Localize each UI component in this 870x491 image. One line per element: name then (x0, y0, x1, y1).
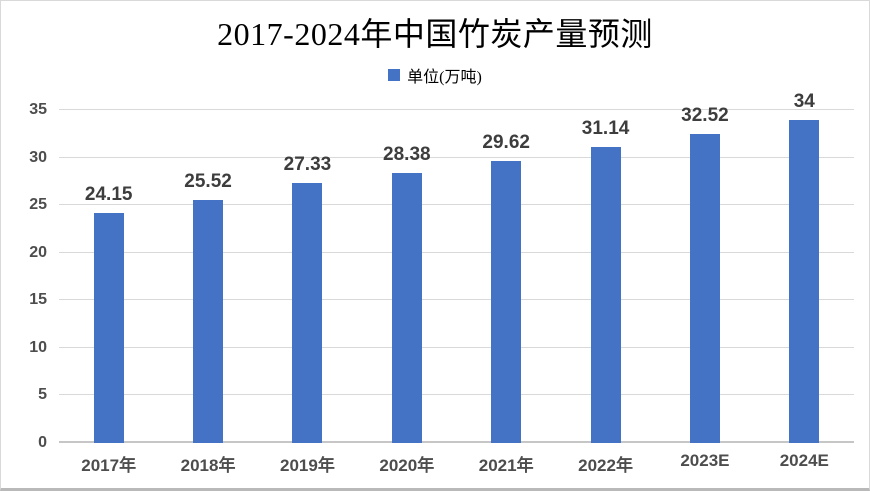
y-tick-label: 35 (29, 101, 47, 118)
value-label: 24.15 (84, 184, 133, 206)
gridline (59, 204, 854, 206)
value-label: 32.52 (681, 104, 729, 126)
x-tick-label: 2024E (779, 451, 829, 470)
bar-slot: 27.33 (258, 110, 357, 443)
gridline (59, 156, 854, 158)
x-tick-label: 2018年 (180, 456, 236, 475)
x-tick-label: 2019年 (280, 456, 335, 475)
bar (689, 133, 720, 443)
x-tick-label: 2022年 (578, 456, 633, 475)
y-tick-label: 25 (29, 196, 47, 214)
value-label: 31.14 (581, 117, 630, 139)
bar (590, 146, 621, 443)
y-tick-label: 15 (29, 291, 47, 309)
bar (391, 173, 422, 443)
bar (292, 182, 323, 443)
bar-slot: 25.52 (158, 110, 257, 443)
bar-slot: 32.52 (655, 105, 754, 443)
value-label: 28.38 (383, 144, 431, 165)
gridline (59, 251, 854, 253)
value-label: 34 (793, 90, 815, 112)
legend-label: 单位(万吨) (407, 69, 482, 86)
x-axis-labels: 2017年 2018年 2019年 2020年 2021年 2022年 2023E 2024E (59, 451, 854, 476)
y-axis-labels: 0 5 10 15 20 25 30 35 (1, 102, 47, 451)
x-tick-label: 2023E (680, 451, 730, 470)
y-tick-label: 5 (38, 386, 47, 404)
gridline (59, 109, 854, 110)
y-tick-label: 30 (29, 148, 47, 166)
x-axis-line (59, 441, 854, 443)
x-tick-label: 2017年 (81, 456, 137, 475)
value-label: 27.33 (283, 153, 332, 175)
plot-area: 24.15 25.52 27.33 28.38 29.62 31.14 32.52 34 (59, 91, 854, 443)
y-tick-label: 10 (29, 338, 47, 356)
x-tick-label: 2020年 (379, 456, 435, 475)
x-tick-label: 2021年 (478, 456, 534, 475)
bar-slot: 34 (755, 91, 854, 443)
gridline (59, 346, 854, 348)
bar (491, 161, 522, 443)
bar-slot: 31.14 (556, 110, 655, 443)
bar (789, 119, 820, 443)
bar-slot: 29.62 (457, 110, 556, 443)
gridline (59, 299, 854, 301)
bar-slot: 28.38 (357, 110, 456, 443)
legend-swatch-icon (388, 69, 401, 81)
y-tick-label: 0 (38, 434, 47, 451)
bar (193, 200, 224, 443)
value-label: 25.52 (184, 171, 232, 193)
bar (93, 213, 124, 443)
gridline (59, 394, 854, 396)
value-label: 29.62 (482, 132, 530, 154)
legend: 单位(万吨) (1, 63, 869, 87)
chart-title: 2017-2024年中国竹炭产量预测 (217, 16, 653, 52)
bars-container: 24.15 25.52 27.33 28.38 29.62 31.14 32.52 34 (59, 91, 854, 443)
y-tick-label: 20 (29, 243, 47, 261)
bar-slot: 24.15 (59, 110, 158, 443)
